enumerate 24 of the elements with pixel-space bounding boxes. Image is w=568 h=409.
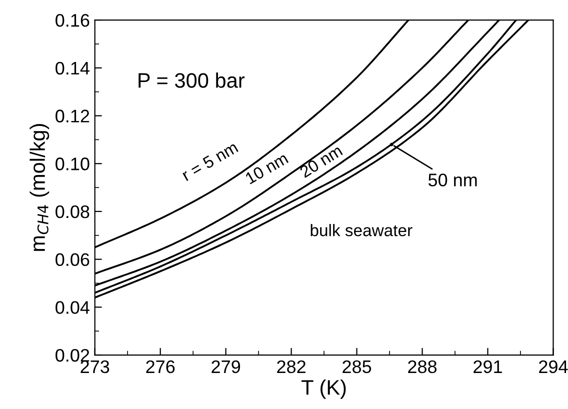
- x-tick-label: 279: [212, 360, 240, 374]
- x-tick-label: 291: [474, 360, 502, 374]
- y-tick-label: 0.04: [56, 301, 90, 314]
- y-tick-label: 0.12: [56, 110, 90, 122]
- text: 20 nm: [299, 144, 343, 178]
- x-tick-label: 294: [539, 360, 568, 374]
- text: r = 5 nm: [181, 141, 238, 182]
- annotation: 50 nm: [428, 174, 477, 186]
- x-tick-label: 276: [146, 360, 175, 374]
- y-tick-label: 0.14: [56, 62, 90, 75]
- y-axis-title: m$_{CH4}$ (mol/kg): [30, 124, 50, 251]
- y-tick-label: 0.06: [56, 253, 90, 266]
- y-tick-label: 0.08: [56, 205, 90, 218]
- y-tick-label: 0.10: [56, 158, 90, 170]
- x-tick-label: 282: [277, 360, 306, 374]
- annotation: P = 300 bar: [138, 72, 245, 88]
- y-tick-label: 0.02: [56, 348, 90, 362]
- x-axis-title: T (K): [302, 379, 346, 399]
- x-tick-label: 288: [408, 360, 437, 374]
- x-tick-label: 285: [342, 360, 372, 374]
- x-tick-label: 273: [80, 360, 110, 374]
- y-tick-label: 0.16: [56, 14, 90, 27]
- text: 10 nm: [244, 152, 289, 184]
- series-label: bulk seawater: [310, 224, 412, 236]
